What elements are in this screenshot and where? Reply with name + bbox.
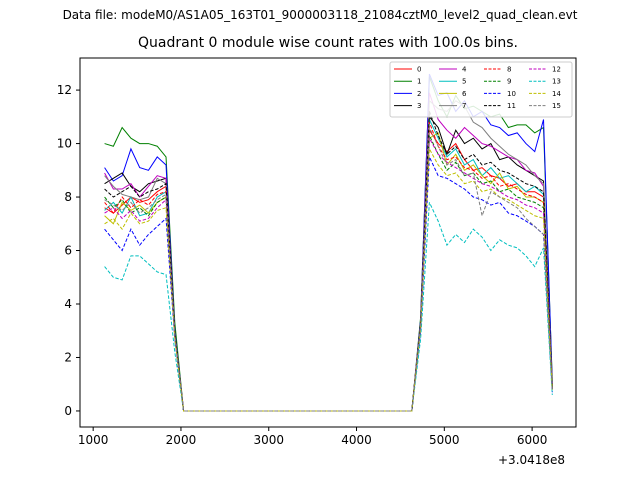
legend-label-5: 5 — [462, 78, 466, 86]
y-tick-label-8: 8 — [64, 190, 72, 204]
series-line-1 — [104, 76, 553, 412]
legend-label-13: 13 — [552, 78, 561, 86]
legend-label-6: 6 — [462, 90, 467, 98]
x-tick-label-5000: 5000 — [429, 433, 460, 447]
legend-label-7: 7 — [462, 102, 466, 110]
x-tick-label-4000: 4000 — [341, 433, 372, 447]
legend-label-9: 9 — [507, 78, 511, 86]
legend-label-14: 14 — [552, 90, 561, 98]
legend-box — [389, 61, 573, 118]
legend-label-2: 2 — [417, 90, 421, 98]
series-line-13 — [104, 202, 553, 412]
y-tick-label-6: 6 — [64, 244, 72, 258]
x-tick-label-1000: 1000 — [78, 433, 109, 447]
legend-label-11: 11 — [507, 102, 516, 110]
legend-label-1: 1 — [417, 78, 421, 86]
legend-label-12: 12 — [552, 66, 561, 74]
x-offset-label: +3.0418e8 — [498, 453, 566, 467]
y-tick-label-10: 10 — [57, 137, 72, 151]
y-tick-label-0: 0 — [64, 404, 72, 418]
legend-label-15: 15 — [552, 102, 561, 110]
x-tick-label-6000: 6000 — [517, 433, 548, 447]
legend-label-8: 8 — [507, 66, 511, 74]
chart-title: Quadrant 0 module wise count rates with … — [138, 35, 518, 51]
y-tick-label-4: 4 — [64, 297, 72, 311]
x-tick-label-2000: 2000 — [166, 433, 197, 447]
legend-label-3: 3 — [417, 102, 421, 110]
legend-label-4: 4 — [462, 66, 467, 74]
series-line-15 — [104, 127, 553, 412]
y-tick-label-2: 2 — [64, 350, 72, 364]
y-tick-label-12: 12 — [57, 83, 72, 97]
series-line-4 — [104, 92, 553, 412]
legend-label-10: 10 — [507, 90, 516, 98]
series-layer — [104, 73, 553, 412]
legend-label-0: 0 — [417, 66, 421, 74]
series-line-10 — [104, 156, 553, 412]
axes-frame — [79, 57, 577, 428]
x-tick-label-3000: 3000 — [253, 433, 284, 447]
tick-layer: 1000 2000 3000 4000 5000 6000 0 2 4 6 8 10 12 — [57, 83, 548, 447]
suptitle: Data file: modeM0/AS1A05_163T01_90000031… — [62, 8, 578, 22]
